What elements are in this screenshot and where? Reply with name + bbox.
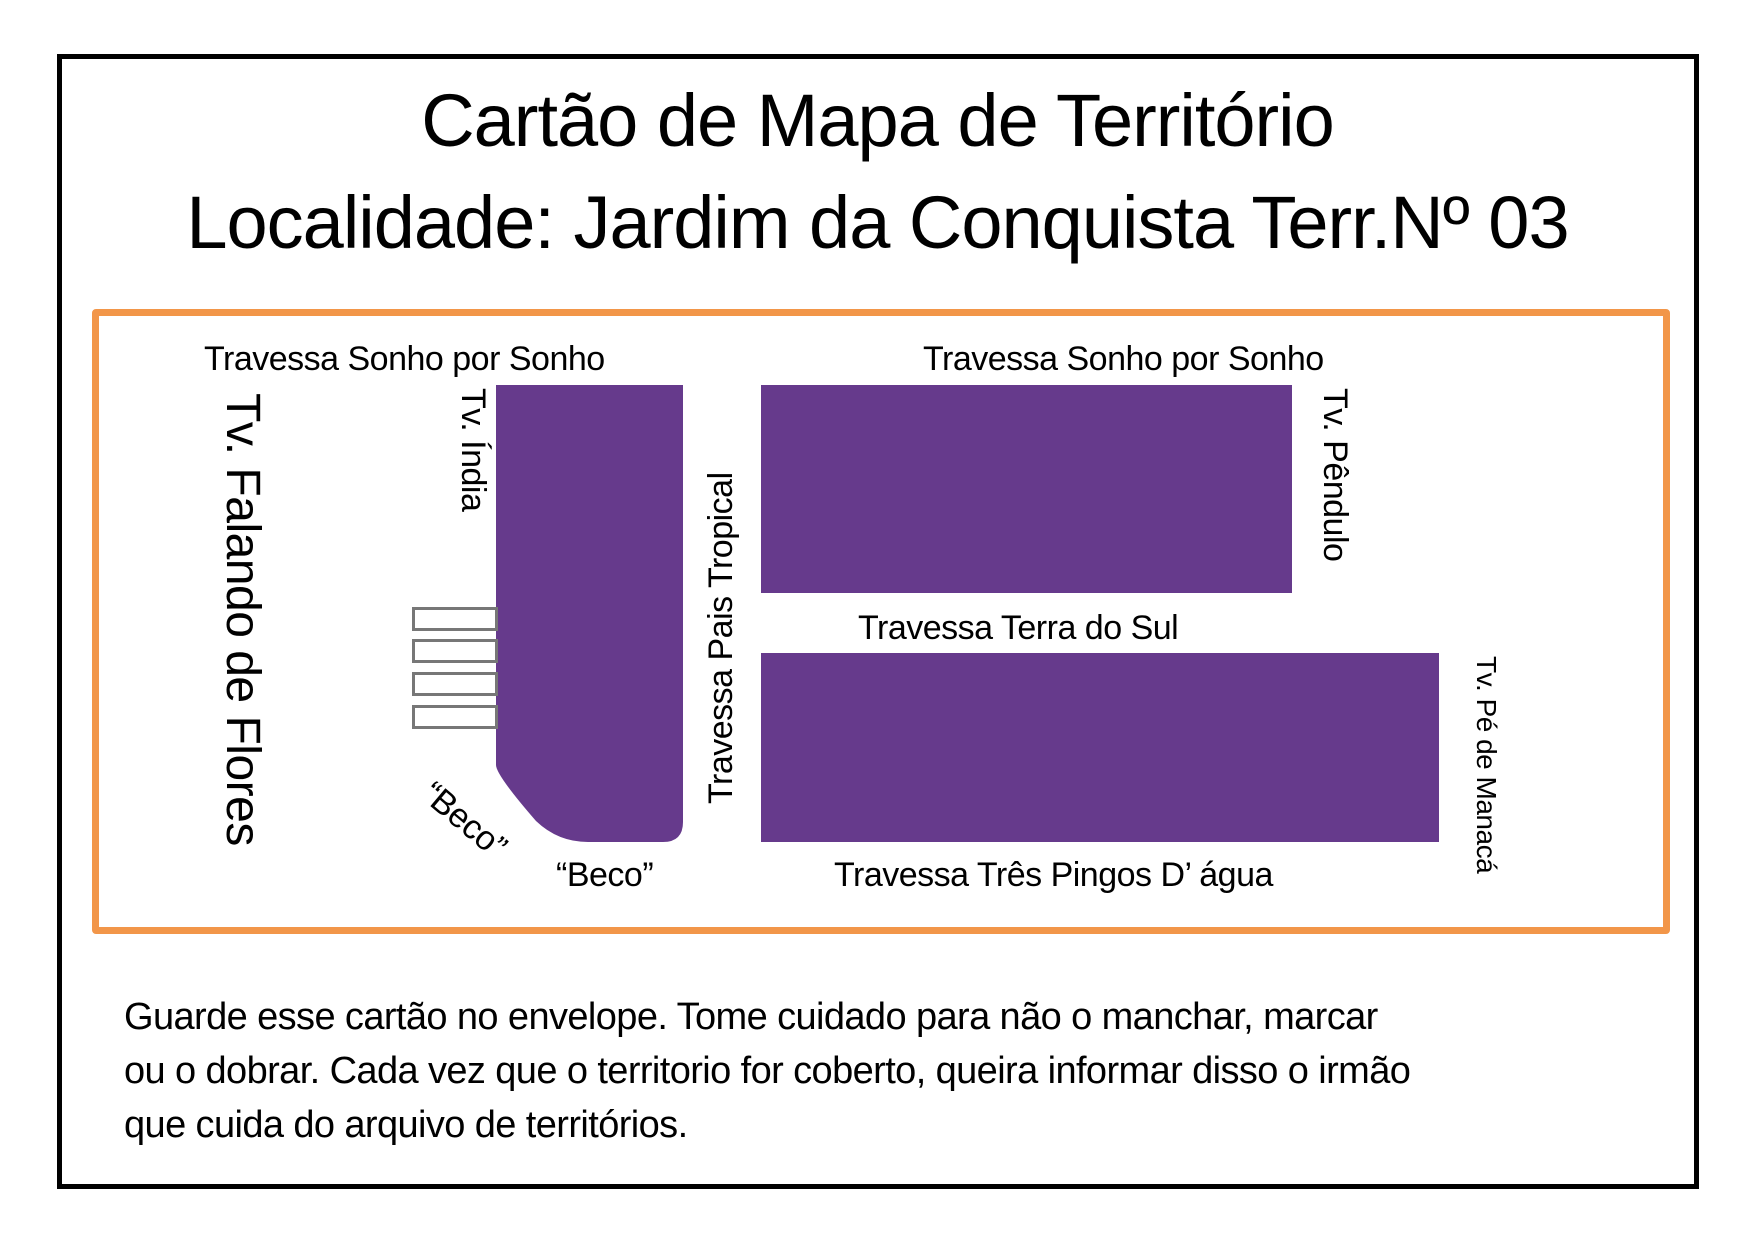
- top-right-block: [761, 385, 1292, 593]
- street-label-terra-do-sul: Travessa Terra do Sul: [858, 609, 1179, 647]
- street-label-sonho-por-sonho-left: Travessa Sonho por Sonho: [204, 340, 605, 378]
- instructions-line-3: que cuida do arquivo de territórios.: [124, 1104, 688, 1146]
- street-label-pendulo: Tv. Pêndulo: [1316, 388, 1354, 562]
- street-label-pais-tropical: Travessa Pais Tropical: [702, 472, 740, 804]
- bottom-right-block: [761, 653, 1439, 842]
- locality-title: Localidade: Jardim da Conquista Terr.Nº …: [186, 181, 1569, 264]
- street-label-sonho-por-sonho-right: Travessa Sonho por Sonho: [923, 340, 1324, 378]
- card-title: Cartão de Mapa de Território: [421, 79, 1335, 162]
- card-frame: [57, 54, 1699, 1189]
- instructions-text: Guarde esse cartão no envelope. Tome cui…: [124, 990, 1664, 1152]
- street-label-india: Tv. Índia: [454, 388, 492, 512]
- instructions-line-1: Guarde esse cartão no envelope. Tome cui…: [124, 996, 1378, 1038]
- street-label-tres-pingos: Travessa Três Pingos D’ água: [834, 856, 1273, 894]
- instructions-line-2: ou o dobrar. Cada vez que o territorio f…: [124, 1050, 1411, 1092]
- left-block: [496, 385, 683, 842]
- house-3: [412, 672, 498, 696]
- street-label-falando-de-flores: Tv. Falando de Flores: [216, 393, 269, 846]
- house-2: [412, 639, 498, 663]
- house-4: [412, 705, 498, 729]
- house-1: [412, 607, 498, 631]
- territory-map: [92, 309, 1670, 934]
- beco-label-bottom: “Beco”: [556, 856, 654, 894]
- street-label-pe-de-manaca: Tv. Pé de Manacá: [1471, 656, 1502, 874]
